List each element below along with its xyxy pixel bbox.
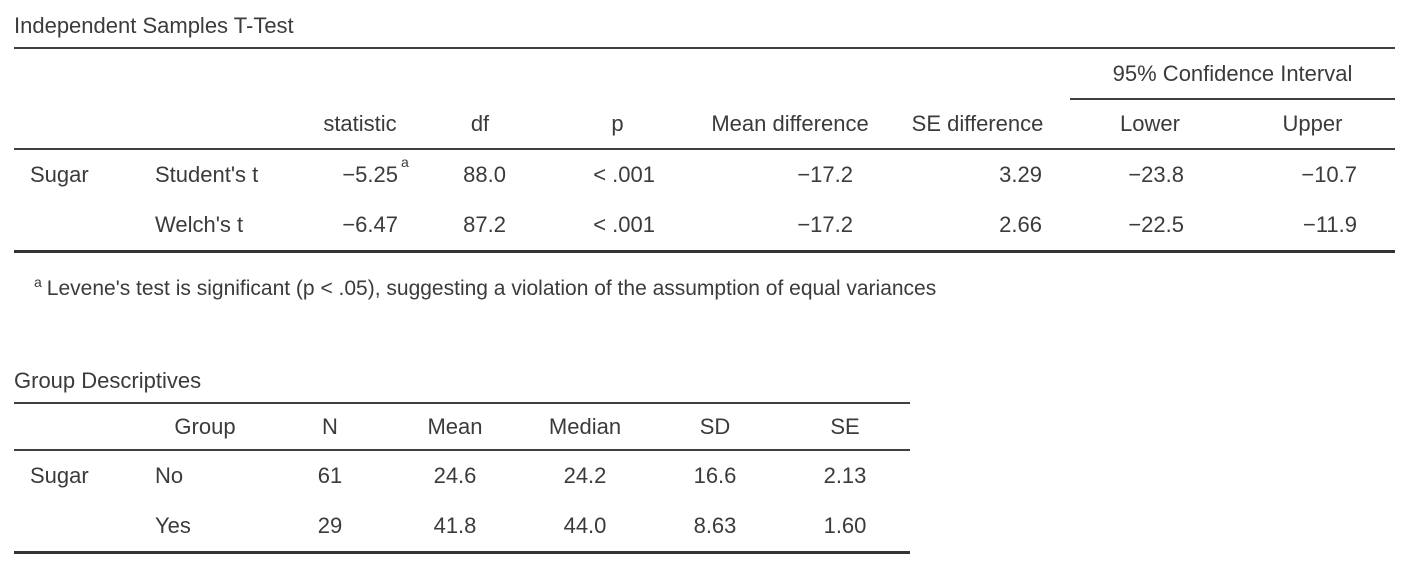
cell-p: < .001 [593,212,655,237]
spacer-cell [14,48,1070,99]
row-label-variable: Sugar [30,463,89,488]
footnote-text: Levene's test is significant (p < .05), … [46,277,937,300]
col-header-n: N [270,403,390,451]
table-row-group-yes: Yes 29 41.8 44.0 8.63 1.60 [14,501,910,553]
row-label-test: Student's t [155,162,259,187]
col-header-lower: Lower [1070,99,1230,150]
spacer-cell [14,99,140,150]
cell-group: No [155,463,184,488]
col-header-sd: SD [650,403,780,451]
cell-se-difference: 2.66 [999,212,1042,237]
statistic-value: −5.25 [342,162,398,187]
ttest-header-row: statistic df p Mean difference SE differ… [14,99,1396,150]
cell-se: 2.13 [823,463,867,488]
cell-statistic: −6.47 [300,200,420,252]
statistic-value: −6.47 [342,212,398,237]
col-header-group: Group [140,403,270,451]
ttest-table: 95% Confidence Interval statistic df p M… [14,47,1396,253]
col-header-df: df [420,99,540,150]
cell-sd: 16.6 [693,463,737,488]
descriptives-table: Group N Mean Median SD SE Sugar No 61 24… [14,402,910,554]
table-row-welchs-t: Welch's t −6.47 87.2 < .001 −17.2 2.66 −… [14,200,1395,252]
ttest-table-title: Independent Samples T-Test [14,13,294,38]
row-label-variable [14,200,140,252]
col-header-p: p [540,99,695,150]
cell-statistic: −5.25 a [300,149,420,200]
col-header-mean: Mean [390,403,520,451]
cell-median: 24.2 [563,463,607,488]
col-header-se: SE [780,403,910,451]
descriptives-section: Group Descriptives Group N Mean Median S… [14,368,1409,554]
cell-ci-upper: −11.9 [1302,212,1358,237]
cell-p: < .001 [593,162,655,187]
cell-ci-lower: −23.8 [1128,162,1184,187]
cell-sd: 8.63 [693,513,737,538]
cell-df: 88.0 [463,162,506,187]
col-header-se-difference: SE difference [885,99,1070,150]
cell-median: 44.0 [563,513,607,538]
ci-header: 95% Confidence Interval [1070,48,1396,100]
col-header-mean-difference: Mean difference [695,99,885,150]
cell-mean: 24.6 [433,463,477,488]
row-label-variable: Sugar [30,162,89,187]
cell-group: Yes [155,513,191,538]
ttest-section: Independent Samples T-Test 95% Confidenc… [14,13,1409,302]
ci-header-row: 95% Confidence Interval [14,48,1396,100]
cell-se: 1.60 [823,513,867,538]
table-row-group-no: Sugar No 61 24.6 24.2 16.6 2.13 [14,450,910,501]
col-header-median: Median [520,403,650,451]
row-label-variable [14,501,140,553]
cell-ci-upper: −10.7 [1301,162,1358,187]
footnote-marker: a [34,274,42,290]
cell-mean: 41.8 [433,513,477,538]
cell-se-difference: 3.29 [999,162,1042,187]
table-footnote: a Levene's test is significant (p < .05),… [14,269,1409,302]
footnote-marker-sup: a [401,154,409,170]
cell-df: 87.2 [463,212,506,237]
cell-mean-difference: −17.2 [797,212,853,237]
descriptives-header-row: Group N Mean Median SD SE [14,403,910,451]
spacer-cell [140,99,300,150]
cell-ci-lower: −22.5 [1128,212,1184,237]
row-label-test: Welch's t [155,212,244,237]
cell-n: 61 [317,463,343,488]
table-row-students-t: Sugar Student's t −5.25 a 88.0 < .001 −17… [14,149,1395,200]
cell-n: 29 [317,513,343,538]
descriptives-table-title: Group Descriptives [14,368,202,393]
cell-mean-difference: −17.2 [797,162,853,187]
col-header-upper: Upper [1230,99,1396,150]
col-header-statistic: statistic [300,99,420,150]
spacer-cell [14,403,140,451]
